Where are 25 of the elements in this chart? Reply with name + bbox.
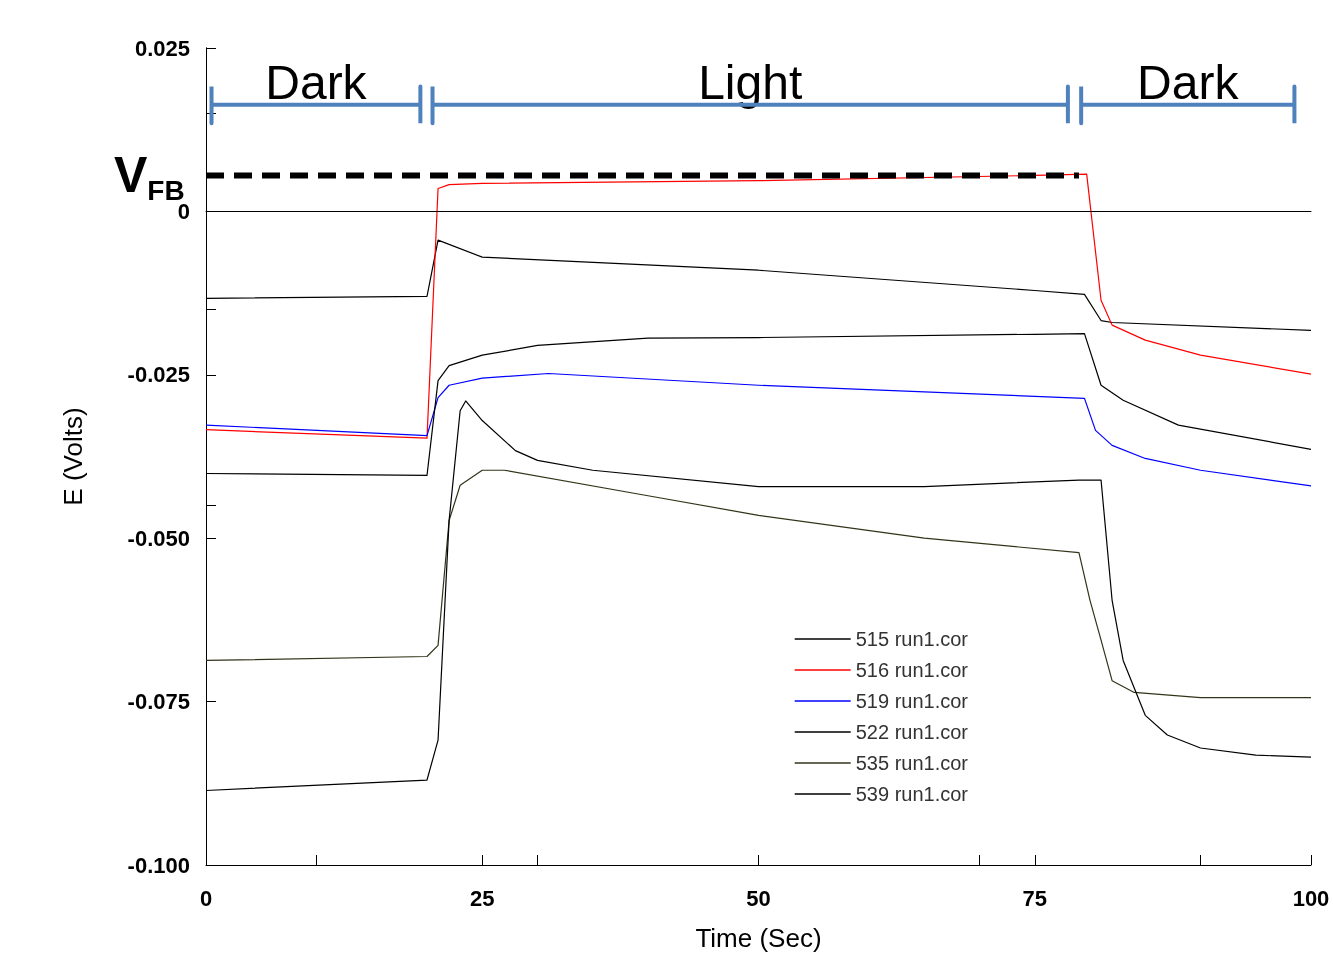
x-axis-title: Time (Sec) — [695, 923, 822, 953]
annotation: Light — [698, 56, 803, 110]
y-tick-label: -0.075 — [127, 689, 190, 715]
line-series — [205, 239, 1312, 331]
y-tick-label: -0.025 — [127, 362, 190, 388]
legend-label: 535 run1.cor — [855, 752, 969, 774]
annotation: Dark — [265, 56, 368, 110]
annotation: Dark — [1137, 56, 1240, 110]
line-series — [205, 173, 1312, 439]
y-tick-label: 0.025 — [134, 35, 190, 61]
legend-label: 539 run1.cor — [855, 783, 969, 805]
legend-label: 519 run1.cor — [855, 690, 969, 712]
legend-label: 515 run1.cor — [855, 628, 969, 650]
y-tick-label: -0.050 — [127, 525, 190, 551]
y-axis-title: E (Volts) — [58, 407, 88, 506]
line-series — [205, 372, 1312, 487]
x-tick-label: 25 — [470, 885, 495, 911]
x-tick-label: 100 — [1292, 885, 1330, 911]
legend-label: 522 run1.cor — [855, 721, 969, 743]
line-series — [205, 333, 1312, 477]
y-tick-label: -0.100 — [127, 852, 190, 878]
x-tick-label: 75 — [1022, 885, 1047, 911]
legend-label: 516 run1.cor — [855, 659, 969, 681]
x-tick-label: 50 — [746, 885, 771, 911]
x-tick-label: 0 — [199, 885, 213, 911]
